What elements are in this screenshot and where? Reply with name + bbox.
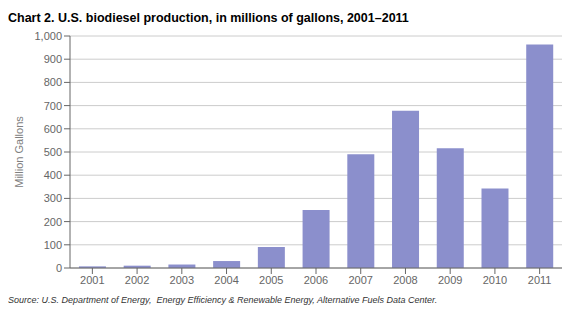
svg-text:400: 400: [44, 169, 62, 181]
svg-text:700: 700: [44, 100, 62, 112]
svg-text:300: 300: [44, 192, 62, 204]
svg-text:2010: 2010: [483, 274, 507, 286]
svg-text:2008: 2008: [393, 274, 417, 286]
svg-text:800: 800: [44, 76, 62, 88]
svg-text:2004: 2004: [214, 274, 238, 286]
svg-text:100: 100: [44, 239, 62, 251]
svg-text:2001: 2001: [80, 274, 104, 286]
svg-text:1,000: 1,000: [34, 30, 62, 42]
svg-text:2009: 2009: [438, 274, 462, 286]
svg-text:2003: 2003: [170, 274, 194, 286]
html-text:Chart 2. U.S. biodiesel produc: Chart 2. U.S. biodiesel production, in m…: [8, 11, 409, 25]
svg-text:2005: 2005: [259, 274, 283, 286]
svg-text:2006: 2006: [304, 274, 328, 286]
svg-text:900: 900: [44, 53, 62, 65]
svg-text:2011: 2011: [528, 274, 552, 286]
svg-text:0: 0: [56, 262, 62, 274]
svg-text:Million Gallons: Million Gallons: [13, 116, 25, 188]
svg-text:2007: 2007: [348, 274, 372, 286]
svg-text:600: 600: [44, 123, 62, 135]
svg-text:500: 500: [44, 146, 62, 158]
svg-text:200: 200: [44, 216, 62, 228]
svg-text:2002: 2002: [125, 274, 149, 286]
html-text:Source: U.S. Department of Ene: Source: U.S. Department of Energy, Energ…: [8, 295, 438, 305]
